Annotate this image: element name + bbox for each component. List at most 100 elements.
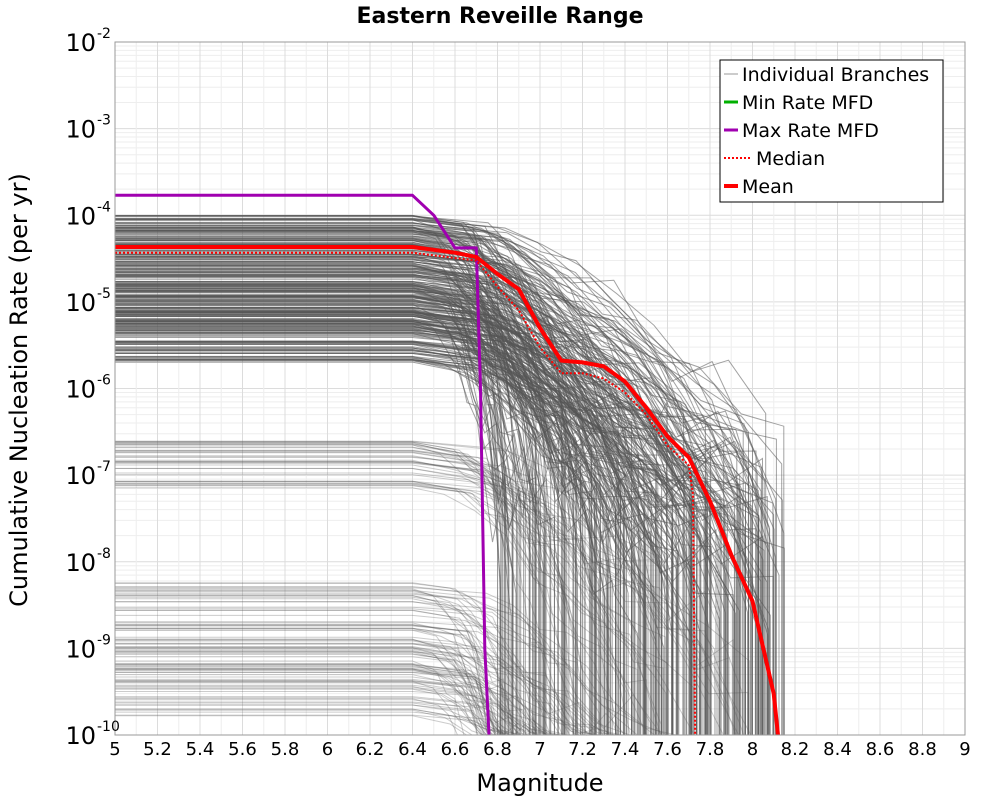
branch-line [115,446,631,736]
y-axis-label: Cumulative Nucleation Rate (per yr) [5,173,33,607]
branch-line [115,596,582,736]
y-tick-exponent: -9 [97,632,111,648]
branch-line [115,627,504,736]
branch-line [115,443,602,735]
x-tick-label: 8 [747,739,758,760]
branch-line [115,456,701,735]
branch-line [115,300,775,735]
branch-line [115,315,753,735]
branch-line [115,331,651,735]
branch-line [115,218,767,735]
branch-line [115,352,709,735]
x-tick-label: 8.2 [781,739,810,760]
branch-line [115,231,517,735]
branch-line [115,361,646,735]
branch-line [115,229,685,735]
legend-label-mean: Mean [742,176,794,198]
branch-line [115,484,652,735]
y-tick-exponent: -7 [97,459,111,475]
series-lines [115,193,780,736]
branch-line [115,587,674,736]
mean-line [115,245,780,736]
y-tick-label: 10 [65,376,96,404]
branch-line [115,306,534,735]
y-tick-label: 10 [65,462,96,490]
legend-label-min-rate: Min Rate MFD [742,92,873,114]
y-tick-label: 10 [65,289,96,317]
x-tick-label: 5.4 [186,739,215,760]
branch-line [115,594,538,736]
legend-box [719,59,944,203]
branch-line [115,283,612,735]
branch-line [115,483,575,735]
x-tick-label: 5.2 [143,739,172,760]
branch-line [115,449,743,735]
chart-title: Eastern Reveille Range [356,4,643,29]
branch-line [115,341,640,735]
branch-line [115,443,652,735]
y-tick-exponent: -10 [97,719,120,735]
branch-line [115,333,697,735]
y-tick-exponent: -6 [97,373,111,389]
branch-line [115,606,635,736]
branch-line [115,241,736,735]
branch-line [115,451,600,735]
x-tick-label: 7.8 [696,739,725,760]
y-tick-exponent: -4 [97,199,111,215]
branch-line [115,281,601,735]
branch-line [115,588,590,736]
y-ticks: 10-210-310-410-510-610-710-810-910-10 [65,26,119,750]
y-tick-label: 10 [65,29,96,57]
branch-line [115,230,757,735]
branch-line [115,357,660,735]
branch-line [115,219,705,735]
branch-line [115,295,601,735]
x-tick-label: 7.2 [568,739,597,760]
branch-line [115,480,627,735]
branch-line [115,628,506,736]
branch-line [115,314,501,735]
x-tick-label: 5 [109,739,120,760]
x-tick-label: 6.4 [398,739,427,760]
y-tick-exponent: -3 [97,113,111,129]
branch-line [115,325,512,735]
branch-line [115,483,745,736]
x-axis-label: Magnitude [476,769,603,797]
x-tick-label: 6.2 [356,739,385,760]
x-tick-label: 7.6 [653,739,682,760]
branch-line [115,589,530,736]
y-tick-label: 10 [65,549,96,577]
x-tick-label: 9 [959,739,970,760]
x-tick-label: 6.8 [483,739,512,760]
branch-line [115,582,689,736]
branch-line [115,482,638,735]
x-tick-label: 8.4 [823,739,852,760]
branch-line [115,461,579,736]
x-tick-label: 6 [322,739,333,760]
x-tick-label: 5.8 [271,739,300,760]
legend-label-median: Median [756,148,825,170]
branch-line [115,273,594,735]
branch-line [115,219,596,735]
plot-border [114,41,966,736]
branch-line [115,472,724,736]
branch-line [115,322,736,735]
branch-line [115,262,503,735]
branch-line [115,289,514,735]
max-rate-mfd-line [115,193,491,736]
branch-line [115,592,552,736]
branch-line [115,341,678,735]
y-tick-label: 10 [65,722,96,750]
branch-line [115,621,706,736]
branch-line [115,624,501,736]
branch-line [115,452,578,735]
branch-line [115,593,532,736]
x-ticks: 5 5.2 5.4 5.6 5.8 6 6.2 6.4 6.6 6.8 7 7.2 7.4 7.6 7.8 8… [109,739,970,760]
legend: Individual Branches Min Rate MFD Max Rat… [719,59,944,203]
x-tick-label: 7 [534,739,545,760]
branch-line [115,294,501,735]
x-tick-label: 5.6 [228,739,257,760]
x-tick-label: 8.8 [908,739,937,760]
branch-line [115,307,645,735]
y-tick-exponent: -5 [97,286,111,302]
